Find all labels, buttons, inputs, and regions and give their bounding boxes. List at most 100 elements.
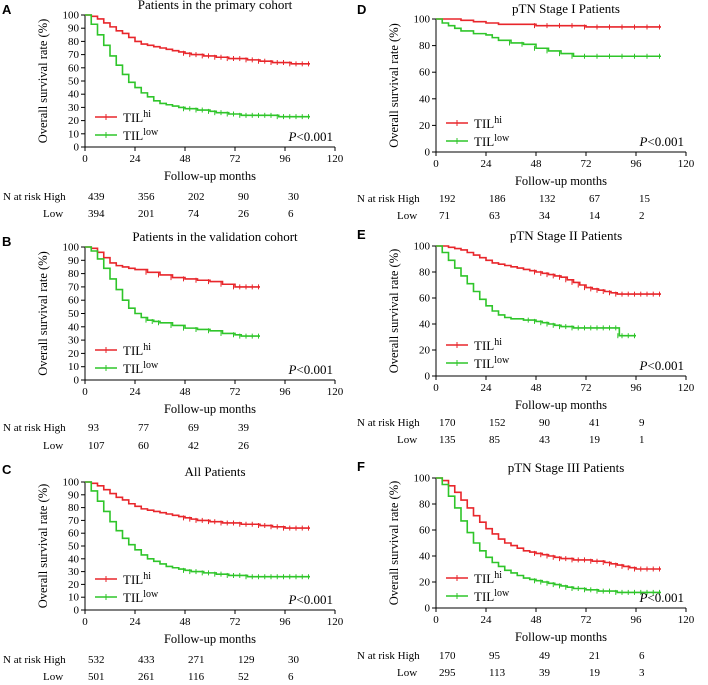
p-value: P<0.001 (638, 358, 684, 373)
x-tick-label: 24 (481, 158, 493, 170)
risk-low-value: 63 (489, 210, 501, 222)
til-high-curve (85, 246, 260, 288)
risk-high-value: 41 (589, 417, 600, 429)
panel-b: B Patients in the validation cohort 0 24 48 7… (2, 229, 344, 452)
x-tick-label: 0 (433, 614, 439, 626)
x-tick-label: 0 (82, 386, 88, 398)
y-tick-label: 80 (419, 40, 431, 52)
x-tick-label: 72 (230, 616, 241, 628)
x-tick-label: 120 (327, 153, 344, 165)
y-tick-label: 30 (68, 335, 80, 347)
risk-low-label: Low (397, 667, 417, 679)
legend-label: TILhi (123, 342, 151, 358)
til-low-curve (85, 481, 310, 578)
legend-label: TILlow (474, 133, 510, 149)
panel-letter: A (2, 2, 12, 17)
risk-low-value: 1 (639, 434, 645, 446)
risk-low-value: 295 (439, 667, 456, 679)
risk-low-value: 52 (238, 671, 249, 683)
risk-high-value: 439 (88, 191, 105, 203)
x-axis-label: Follow-up months (515, 174, 607, 188)
x-tick-label: 48 (180, 153, 192, 165)
x-tick-label: 96 (631, 158, 643, 170)
risk-high-label: N at risk High (357, 193, 420, 205)
til-high-curve (436, 18, 661, 28)
y-tick-label: 20 (419, 120, 431, 132)
y-tick-label: 50 (68, 541, 80, 553)
risk-low-value: 43 (539, 434, 551, 446)
risk-low-value: 501 (88, 671, 105, 683)
risk-high-label: N at risk High (3, 191, 66, 203)
y-tick-label: 70 (68, 49, 80, 61)
risk-high-value: 170 (439, 650, 456, 662)
x-tick-label: 24 (481, 614, 493, 626)
y-tick-label: 10 (68, 128, 80, 140)
legend-label: TILlow (474, 355, 510, 371)
p-value: P<0.001 (638, 590, 684, 605)
legend-label: TILhi (474, 337, 502, 353)
y-tick-label: 40 (68, 553, 80, 565)
x-tick-label: 72 (581, 614, 592, 626)
x-tick-label: 0 (82, 153, 88, 165)
risk-high-label: N at risk High (357, 417, 420, 429)
risk-low-value: 19 (589, 667, 601, 679)
x-tick-label: 48 (531, 382, 543, 394)
y-tick-label: 60 (68, 295, 80, 307)
legend-label: TILhi (474, 115, 502, 131)
risk-low-value: 6 (288, 208, 294, 220)
risk-high-value: 69 (188, 422, 200, 434)
p-value: P<0.001 (287, 592, 333, 607)
risk-high-value: 129 (238, 654, 255, 666)
risk-high-value: 152 (489, 417, 506, 429)
y-tick-label: 90 (68, 23, 80, 35)
y-tick-label: 80 (419, 267, 431, 279)
risk-high-label: N at risk High (3, 422, 66, 434)
til-low-curve (436, 245, 636, 337)
til-high-curve (436, 477, 661, 570)
y-tick-label: 0 (425, 147, 431, 159)
legend-label: TILlow (123, 589, 159, 605)
risk-high-value: 93 (88, 422, 100, 434)
chart-title: pTN Stage II Patients (510, 228, 622, 243)
y-tick-label: 30 (68, 566, 80, 578)
risk-low-value: 135 (439, 434, 456, 446)
y-axis-label: Overall survival rate (%) (387, 23, 401, 148)
risk-high-value: 132 (539, 193, 556, 205)
x-tick-label: 48 (531, 614, 543, 626)
panel-letter: C (2, 462, 12, 477)
risk-low-label: Low (43, 671, 63, 683)
risk-low-value: 261 (138, 671, 155, 683)
risk-low-value: 107 (88, 440, 105, 452)
til-low-curve (85, 246, 260, 337)
x-tick-label: 48 (180, 616, 192, 628)
y-tick-label: 60 (68, 62, 80, 74)
legend-label: TILhi (474, 570, 502, 586)
legend-label: TILhi (123, 571, 151, 587)
risk-low-value: 19 (589, 434, 601, 446)
y-axis-label: Overall survival rate (%) (36, 19, 50, 144)
x-axis-label: Follow-up months (164, 169, 256, 183)
y-tick-label: 100 (414, 241, 431, 253)
x-tick-label: 96 (631, 382, 643, 394)
y-axis-label: Overall survival rate (%) (36, 251, 50, 376)
panel-a: A Patients in the primary cohort 0 24 48 72 96… (2, 0, 344, 220)
legend-label: TILhi (123, 109, 151, 125)
risk-high-value: 77 (138, 422, 150, 434)
y-tick-label: 20 (68, 579, 80, 591)
risk-high-value: 90 (238, 191, 250, 203)
y-tick-label: 70 (68, 515, 80, 527)
risk-high-value: 170 (439, 417, 456, 429)
risk-low-value: 39 (539, 667, 551, 679)
risk-low-value: 34 (539, 210, 551, 222)
chart-title: pTN Stage I Patients (512, 1, 620, 16)
x-tick-label: 72 (581, 158, 592, 170)
p-value: P<0.001 (287, 129, 333, 144)
chart-title: pTN Stage III Patients (508, 460, 625, 475)
y-tick-label: 80 (68, 36, 80, 48)
risk-high-label: N at risk High (357, 650, 420, 662)
y-tick-label: 40 (419, 93, 431, 105)
